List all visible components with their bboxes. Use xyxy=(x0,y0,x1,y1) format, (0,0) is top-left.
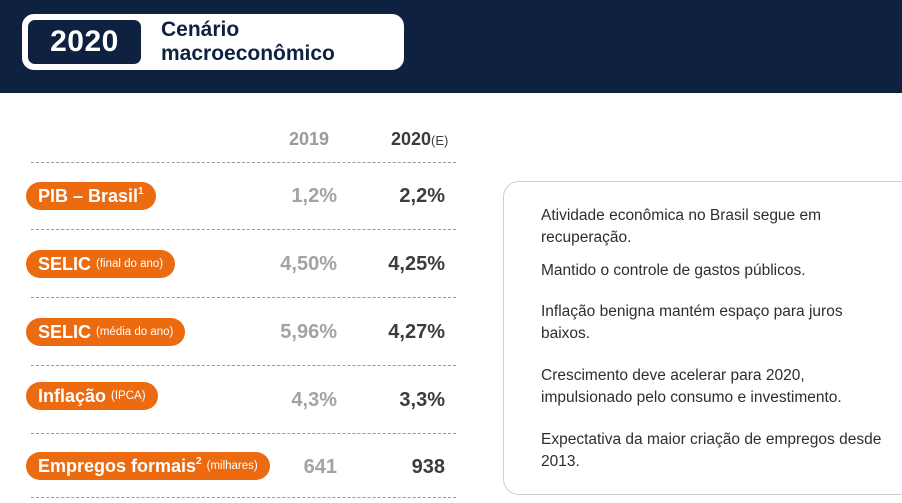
row-divider xyxy=(31,297,456,298)
value-2019: 4,3% xyxy=(291,389,337,411)
indicator-pill-pib: PIB – Brasil 1 xyxy=(26,182,156,210)
highlight-item: Mantido o controle de gastos públicos. xyxy=(541,262,806,279)
value-2019: 5,96% xyxy=(280,321,337,343)
value-2020: 2,2% xyxy=(399,185,445,207)
column-header-2020-suffix: (E) xyxy=(431,133,449,148)
highlight-item: Inflação benigna mantém espaço para juro… xyxy=(541,303,843,342)
indicator-label: SELIC xyxy=(38,253,92,274)
row-divider xyxy=(31,497,456,498)
value-2019: 641 xyxy=(303,456,337,478)
indicator-pill-selic-final: SELIC (final do ano) xyxy=(26,250,176,278)
highlight-item: Expectativa da maior criação de empregos… xyxy=(541,431,882,470)
indicator-sublabel: (final do ano) xyxy=(96,258,164,270)
year-badge: 2020 xyxy=(25,17,144,67)
footnote-mark: 2 xyxy=(196,455,202,467)
indicator-label: Inflação xyxy=(38,385,107,406)
row-divider xyxy=(31,229,456,230)
page-title: Cenário macroeconômico xyxy=(161,18,335,65)
value-2020: 4,25% xyxy=(388,253,445,275)
highlights-panel xyxy=(503,181,902,495)
indicator-pill-empregos: Empregos formais 2 (milhares) xyxy=(26,452,270,480)
row-divider xyxy=(31,433,456,434)
column-header-2019: 2019 xyxy=(289,129,330,149)
column-header-2020: 2020(E) xyxy=(391,129,448,150)
indicator-sublabel: (milhares) xyxy=(206,460,258,472)
title-pill: 2020 Cenário macroeconômico xyxy=(22,14,404,70)
row-divider xyxy=(31,365,456,366)
value-2019: 4,50% xyxy=(280,253,337,275)
value-2019: 1,2% xyxy=(291,185,337,207)
indicator-label: Empregos formais xyxy=(38,455,197,476)
indicator-pill-inflacao: Inflação (IPCA) xyxy=(26,382,158,410)
column-header-2020-year: 2020 xyxy=(391,129,432,149)
header-banner: 2020 Cenário macroeconômico xyxy=(0,0,902,93)
indicator-label: SELIC xyxy=(38,321,92,342)
highlight-item: Crescimento deve acelerar para 2020, imp… xyxy=(541,367,842,406)
indicator-pill-selic-media: SELIC (média do ano) xyxy=(26,318,186,346)
indicator-sublabel: (média do ano) xyxy=(96,326,174,338)
indicator-label: PIB – Brasil xyxy=(38,185,139,206)
value-2020: 3,3% xyxy=(399,389,445,411)
indicator-sublabel: (IPCA) xyxy=(111,390,146,402)
footnote-mark: 1 xyxy=(138,185,144,197)
highlight-item: Atividade econômica no Brasil segue em r… xyxy=(541,207,822,246)
row-divider xyxy=(31,162,456,163)
value-2020: 938 xyxy=(411,456,445,478)
value-2020: 4,27% xyxy=(388,321,445,343)
